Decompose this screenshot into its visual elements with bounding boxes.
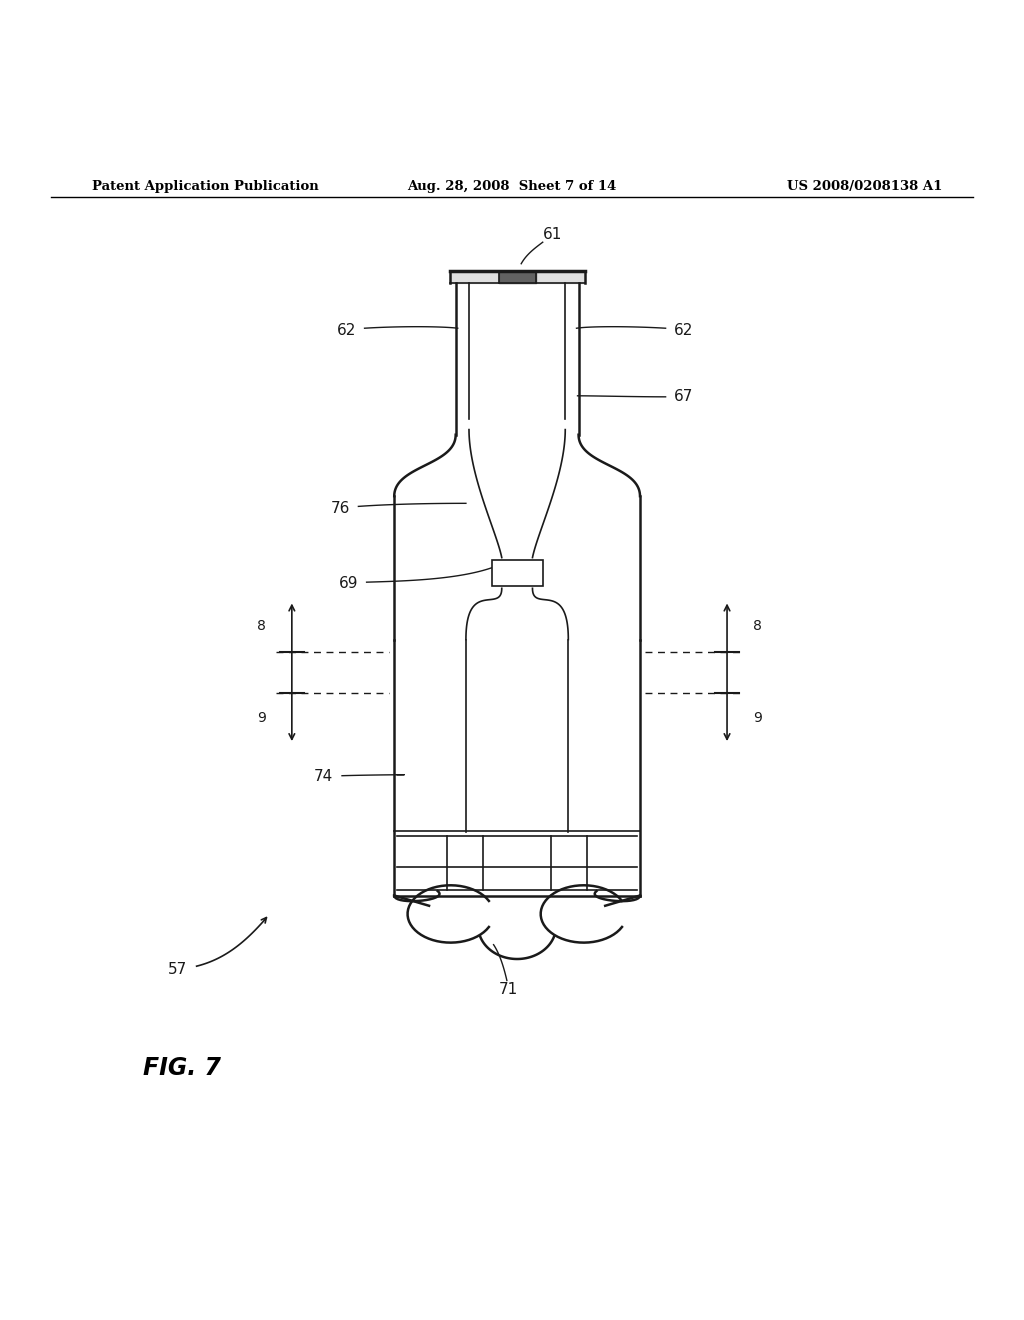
Text: 69: 69 bbox=[338, 576, 358, 591]
Text: 62: 62 bbox=[337, 323, 355, 338]
Text: 9: 9 bbox=[754, 711, 762, 726]
Text: 76: 76 bbox=[331, 502, 349, 516]
Text: 67: 67 bbox=[675, 389, 693, 404]
Text: 9: 9 bbox=[257, 711, 265, 726]
Text: 74: 74 bbox=[314, 770, 333, 784]
Text: Patent Application Publication: Patent Application Publication bbox=[92, 181, 318, 194]
Text: 57: 57 bbox=[168, 962, 186, 977]
Text: 61: 61 bbox=[544, 227, 562, 242]
Text: Aug. 28, 2008  Sheet 7 of 14: Aug. 28, 2008 Sheet 7 of 14 bbox=[408, 181, 616, 194]
Text: 8: 8 bbox=[754, 619, 762, 634]
Text: 8: 8 bbox=[257, 619, 265, 634]
Bar bbox=[492, 560, 543, 586]
Text: FIG. 7: FIG. 7 bbox=[143, 1056, 221, 1080]
Text: 62: 62 bbox=[675, 323, 693, 338]
Text: US 2008/0208138 A1: US 2008/0208138 A1 bbox=[786, 181, 942, 194]
Text: 71: 71 bbox=[499, 982, 517, 997]
